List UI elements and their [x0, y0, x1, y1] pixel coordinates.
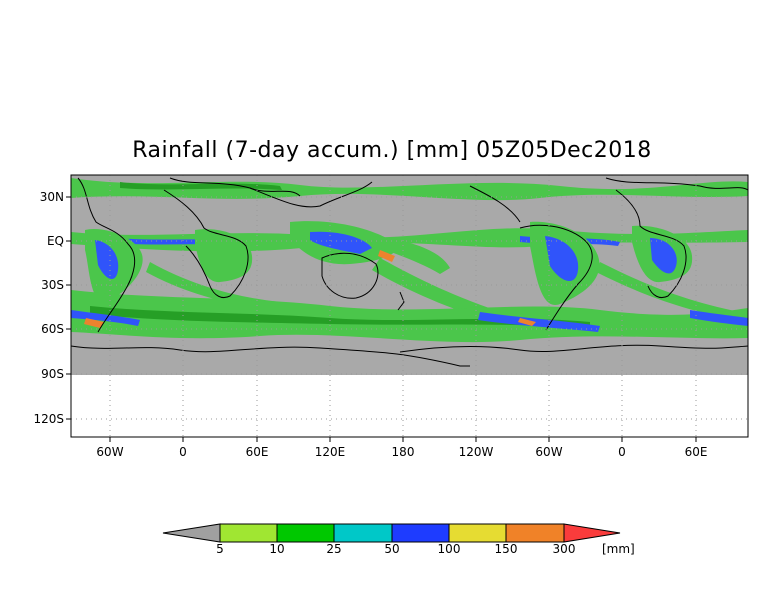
x-tick-label: 60E [245, 445, 269, 459]
x-tick-label: 120E [314, 445, 346, 459]
colorbar-swatch-150-300 [505, 523, 565, 543]
colorbar-swatch-above-300 [563, 523, 621, 543]
y-tick-label: 120S [33, 412, 64, 426]
y-tick-label: 30S [41, 278, 64, 292]
x-tick-label: 180 [391, 445, 415, 459]
colorbar-swatch-25-50 [333, 523, 393, 543]
x-tick-label: 0 [618, 445, 626, 459]
colorbar-label: 10 [269, 542, 285, 556]
axis-ticks [66, 196, 697, 442]
colorbar-label: 5 [216, 542, 224, 556]
rain-bands [71, 178, 748, 343]
colorbar-label: 150 [494, 542, 518, 556]
coastlines [70, 177, 749, 367]
plot-frame [70, 174, 749, 438]
colorbar-label: 300 [552, 542, 576, 556]
colorbar-label: 25 [326, 542, 342, 556]
colorbar-swatch-100-150 [448, 523, 507, 543]
y-tick-label: EQ [46, 234, 64, 248]
x-tick-label: 0 [179, 445, 187, 459]
x-tick-label: 60W [535, 445, 563, 459]
colorbar-swatch-50-100 [391, 523, 450, 543]
y-tick-label: 90S [41, 367, 64, 381]
colorbar-label: 100 [437, 542, 461, 556]
map-title: Rainfall (7-day accum.) [mm] 05Z05Dec201… [132, 138, 652, 163]
y-tick-label: 60S [41, 322, 64, 336]
x-tick-label: 60W [96, 445, 124, 459]
x-tick-label: 60E [684, 445, 708, 459]
y-tick-label: 30N [39, 190, 64, 204]
colorbar-swatch-10-25 [276, 523, 335, 543]
colorbar-label: 50 [384, 542, 400, 556]
grid-lines [71, 175, 748, 437]
colorbar-swatch-5-10 [219, 523, 278, 543]
colorbar-unit: [mm] [602, 542, 635, 556]
colorbar [162, 523, 621, 543]
colorbar-swatch-below-5 [162, 523, 221, 543]
x-tick-label: 120W [458, 445, 494, 459]
